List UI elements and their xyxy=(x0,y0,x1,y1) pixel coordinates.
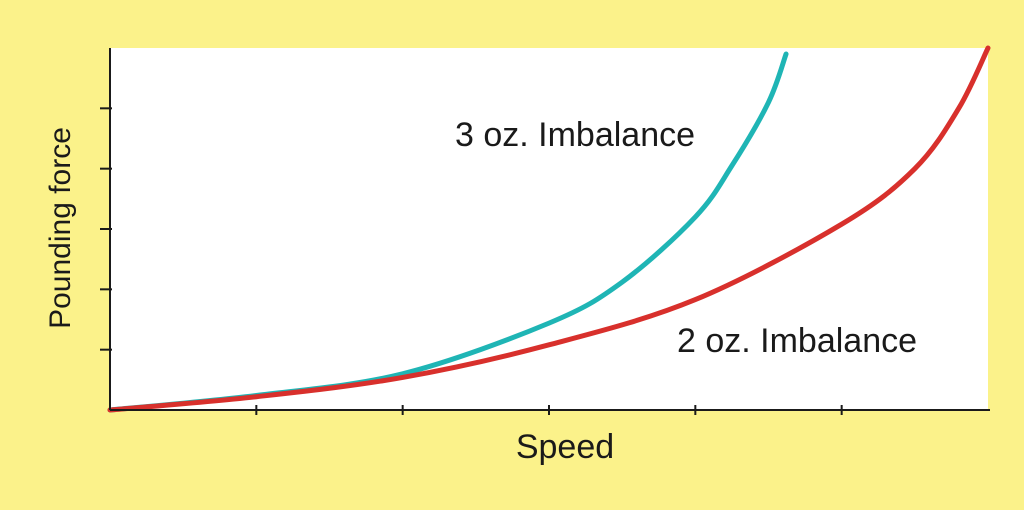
series-label-2oz: 2 oz. Imbalance xyxy=(677,322,917,360)
plot-area xyxy=(110,48,988,410)
series-label-3oz: 3 oz. Imbalance xyxy=(455,116,695,154)
y-axis-label: Pounding force xyxy=(44,127,77,329)
x-axis-label: Speed xyxy=(516,428,614,466)
series-line-2oz xyxy=(107,45,991,413)
